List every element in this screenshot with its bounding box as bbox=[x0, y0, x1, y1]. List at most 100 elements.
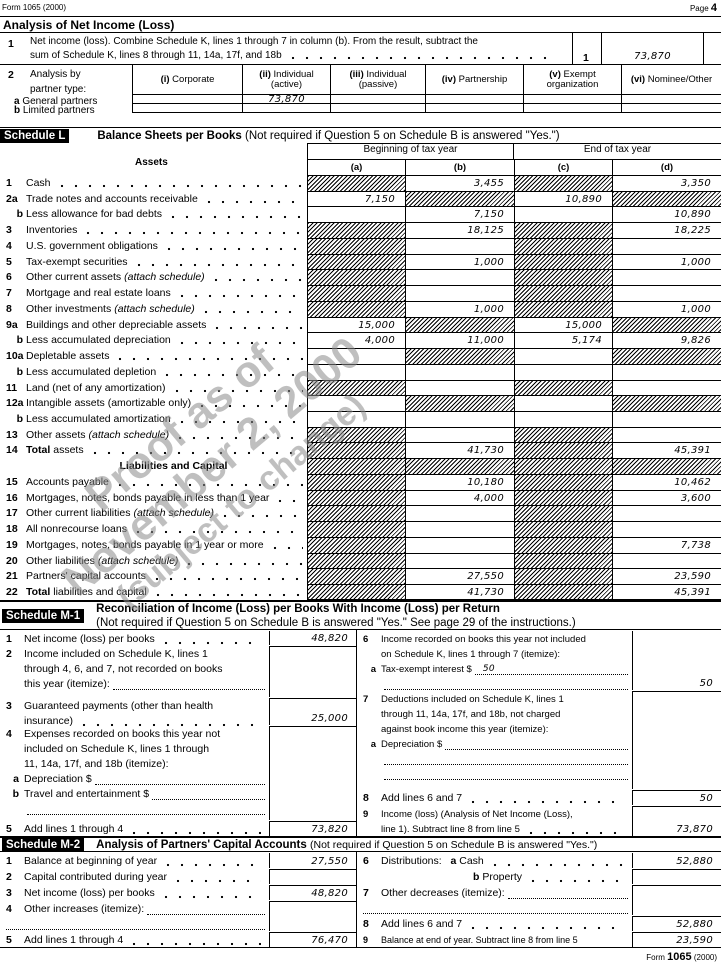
m2-line-6b: b Property bbox=[357, 868, 721, 884]
m2-line-9-value[interactable]: 23,590 bbox=[632, 932, 721, 947]
partner-type-cell[interactable] bbox=[133, 95, 243, 104]
amount-cell[interactable] bbox=[612, 380, 721, 396]
amount-cell[interactable] bbox=[405, 238, 514, 254]
amount-cell[interactable] bbox=[307, 364, 405, 380]
amount-cell[interactable]: 10,462 bbox=[612, 474, 721, 490]
partner-type-cell[interactable] bbox=[524, 95, 622, 104]
amount-cell[interactable]: 18,125 bbox=[405, 223, 514, 238]
partner-type-cell[interactable] bbox=[622, 95, 721, 104]
amount-cell[interactable] bbox=[307, 349, 405, 364]
amount-cell[interactable] bbox=[612, 270, 721, 286]
amount-cell[interactable] bbox=[612, 286, 721, 301]
partner-type-cell[interactable] bbox=[331, 95, 426, 104]
partner-type-cell[interactable] bbox=[243, 104, 331, 113]
amount-cell[interactable] bbox=[405, 270, 514, 286]
m1-line-7-value[interactable] bbox=[632, 691, 721, 789]
m2-line-7-value[interactable] bbox=[632, 885, 721, 915]
amount-cell[interactable]: 15,000 bbox=[307, 317, 405, 333]
amount-cell[interactable]: 7,738 bbox=[612, 537, 721, 553]
general-partners-label: a General partners bbox=[14, 96, 98, 107]
m2-property-value[interactable] bbox=[632, 869, 721, 884]
amount-cell[interactable]: 18,225 bbox=[612, 223, 721, 238]
amount-cell[interactable] bbox=[307, 412, 405, 427]
amount-cell[interactable] bbox=[612, 553, 721, 569]
partner-type-cell[interactable] bbox=[426, 104, 524, 113]
m1-line-1-value[interactable]: 48,820 bbox=[269, 631, 356, 645]
amount-cell[interactable]: 3,600 bbox=[612, 490, 721, 506]
amount-cell[interactable] bbox=[405, 506, 514, 522]
amount-cell[interactable]: 1,000 bbox=[405, 301, 514, 317]
tax-exempt-interest-value[interactable]: 50 bbox=[474, 664, 628, 675]
amount-cell[interactable]: 1,000 bbox=[612, 254, 721, 270]
m2-line-2-value[interactable] bbox=[269, 869, 356, 884]
schedule-m2-title: Analysis of Partners' Capital Accounts bbox=[96, 838, 307, 851]
amount-cell[interactable] bbox=[612, 522, 721, 537]
amount-cell[interactable] bbox=[405, 427, 514, 443]
amount-cell[interactable]: 10,890 bbox=[514, 191, 612, 207]
m2-line-1-value[interactable]: 27,550 bbox=[269, 853, 356, 868]
partner-type-cell[interactable]: 73,870 bbox=[243, 95, 331, 105]
amount-cell[interactable]: 45,391 bbox=[612, 443, 721, 459]
partner-type-cell[interactable] bbox=[331, 104, 426, 113]
amount-cell[interactable] bbox=[405, 364, 514, 380]
amount-cell[interactable]: 11,000 bbox=[405, 333, 514, 349]
amount-cell[interactable] bbox=[405, 380, 514, 396]
amount-cell[interactable]: 15,000 bbox=[514, 317, 612, 333]
schedule-m1-note: (Not required if Question 5 on Schedule … bbox=[96, 616, 576, 629]
amount-cell[interactable]: 5,174 bbox=[514, 333, 612, 349]
m2-line-4-value[interactable] bbox=[269, 901, 356, 931]
amount-cell[interactable]: 10,890 bbox=[612, 207, 721, 223]
amount-cell[interactable]: 9,826 bbox=[612, 333, 721, 349]
amount-cell[interactable] bbox=[307, 207, 405, 223]
amount-cell[interactable]: 3,350 bbox=[612, 176, 721, 191]
shaded-cell bbox=[514, 238, 612, 254]
partner-type-cell[interactable] bbox=[426, 95, 524, 104]
amount-cell[interactable] bbox=[514, 396, 612, 412]
amount-cell[interactable] bbox=[307, 396, 405, 412]
amount-cell[interactable] bbox=[612, 427, 721, 443]
amount-cell[interactable] bbox=[405, 412, 514, 427]
amount-cell[interactable] bbox=[514, 364, 612, 380]
amount-cell[interactable] bbox=[514, 412, 612, 427]
m1-line-6-value[interactable]: 50 bbox=[632, 631, 721, 690]
m2-cash-value[interactable]: 52,880 bbox=[632, 853, 721, 868]
amount-cell[interactable]: 1,000 bbox=[612, 301, 721, 317]
amount-cell[interactable] bbox=[612, 506, 721, 522]
amount-cell[interactable]: 4,000 bbox=[405, 490, 514, 506]
m1-line-2-value[interactable] bbox=[269, 646, 356, 697]
amount-cell[interactable]: 7,150 bbox=[405, 207, 514, 223]
amount-cell[interactable]: 23,590 bbox=[612, 569, 721, 585]
partner-type-cell[interactable] bbox=[524, 104, 622, 113]
m1-line-5-value[interactable]: 73,820 bbox=[269, 821, 356, 836]
amount-cell[interactable]: 3,455 bbox=[405, 176, 514, 191]
amount-cell[interactable]: 1,000 bbox=[405, 254, 514, 270]
m1-line-3-value[interactable]: 25,000 bbox=[269, 698, 356, 725]
row-label: 2a Trade notes and accounts receivable bbox=[0, 190, 307, 207]
m1-line-9-value[interactable]: 73,870 bbox=[632, 806, 721, 836]
balance-sheet-row: 20 Other liabilities (attach schedule) bbox=[0, 552, 721, 569]
partner-type-column-header: (iv) Partnership bbox=[426, 65, 524, 95]
m2-line-3-value[interactable]: 48,820 bbox=[269, 885, 356, 900]
amount-cell[interactable] bbox=[612, 238, 721, 254]
amount-cell[interactable] bbox=[405, 286, 514, 301]
amount-cell[interactable]: 4,000 bbox=[307, 333, 405, 349]
m2-line-5-value[interactable]: 76,470 bbox=[269, 932, 356, 947]
amount-cell[interactable]: 10,180 bbox=[405, 474, 514, 490]
amount-cell[interactable] bbox=[405, 537, 514, 553]
amount-cell[interactable] bbox=[612, 412, 721, 427]
amount-cell[interactable] bbox=[405, 553, 514, 569]
amount-cell[interactable]: 41,730 bbox=[405, 585, 514, 599]
amount-cell[interactable]: 27,550 bbox=[405, 569, 514, 585]
partner-type-cell[interactable] bbox=[133, 104, 243, 113]
m1-line-8-value[interactable]: 50 bbox=[632, 790, 721, 805]
m1-line-4-value[interactable] bbox=[269, 726, 356, 820]
amount-cell[interactable]: 41,730 bbox=[405, 443, 514, 459]
amount-cell[interactable]: 7,150 bbox=[307, 191, 405, 207]
amount-cell[interactable] bbox=[514, 349, 612, 364]
amount-cell[interactable] bbox=[612, 364, 721, 380]
amount-cell[interactable] bbox=[405, 522, 514, 537]
amount-cell[interactable]: 45,391 bbox=[612, 585, 721, 599]
amount-cell[interactable] bbox=[514, 207, 612, 223]
m2-line-8-value[interactable]: 52,880 bbox=[632, 916, 721, 931]
partner-type-cell[interactable] bbox=[622, 104, 721, 113]
